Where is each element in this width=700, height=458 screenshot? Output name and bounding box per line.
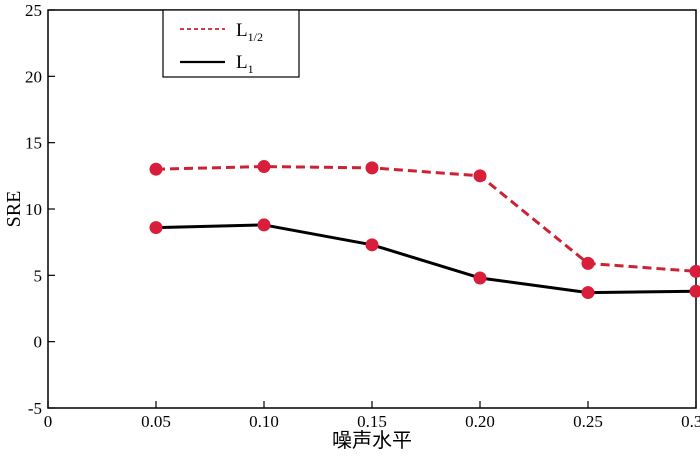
series-line-l1 — [155, 223, 697, 295]
x-axis-label: 噪声水平 — [332, 429, 412, 452]
y-tick-label: 10 — [25, 200, 42, 219]
data-point-l-half — [257, 160, 271, 174]
x-tick-label: 0.10 — [249, 412, 279, 431]
data-point-l-half — [149, 162, 163, 176]
data-point-l1 — [149, 221, 163, 235]
data-point-l1 — [581, 286, 595, 300]
y-tick-label: 25 — [25, 1, 42, 20]
legend-box — [162, 9, 300, 78]
legend-label-l1: L1 — [236, 52, 254, 76]
data-point-l-half — [473, 169, 487, 183]
y-tick-label: -5 — [28, 399, 42, 418]
legend: L1/2 L1 — [162, 9, 300, 78]
data-point-l1 — [365, 238, 379, 252]
series-layer — [149, 160, 700, 300]
data-point-l1 — [257, 218, 271, 232]
data-point-l-half — [689, 264, 700, 278]
x-tick-label: 0.15 — [357, 412, 387, 431]
x-tick-label: 0.20 — [465, 412, 495, 431]
x-tick-label: 0.30 — [681, 412, 700, 431]
y-tick-label: 0 — [34, 333, 43, 352]
y-axis-label: SRE — [3, 191, 25, 228]
y-tick-label: 20 — [25, 67, 42, 86]
series-line-l-half — [155, 165, 697, 273]
x-tick-label: 0 — [44, 412, 53, 431]
data-point-l1 — [689, 284, 700, 298]
y-tick-label: 15 — [25, 134, 42, 153]
x-tick-label: 0.05 — [141, 412, 171, 431]
plot-frame — [47, 9, 697, 409]
legend-label-l-half: L1/2 — [236, 20, 263, 44]
x-tick-label: 0.25 — [573, 412, 603, 431]
data-point-l-half — [365, 161, 379, 175]
data-point-l1 — [473, 271, 487, 285]
y-tick-label: 5 — [34, 266, 43, 285]
data-point-l-half — [581, 256, 595, 270]
